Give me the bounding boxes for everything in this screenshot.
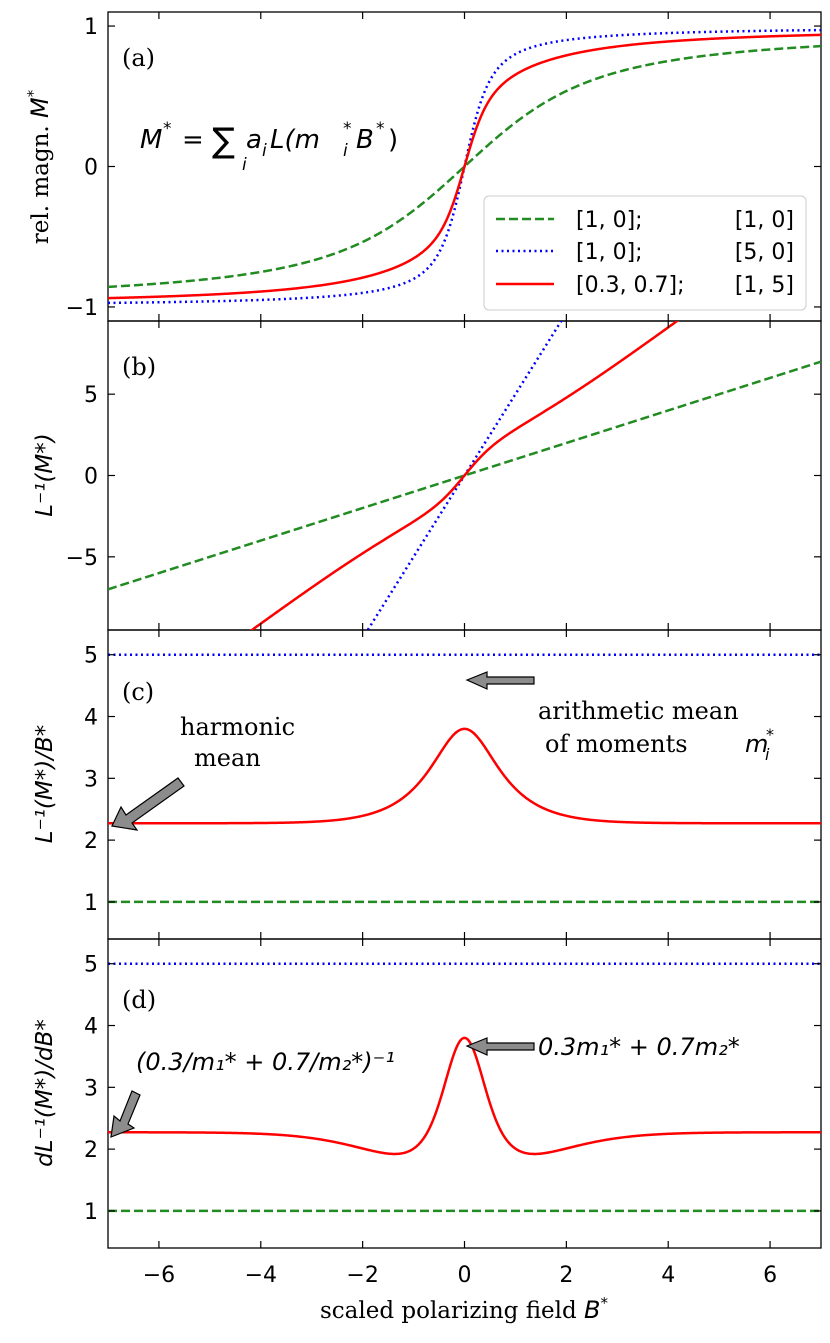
annotation-harmonic-arrow <box>111 777 185 831</box>
legend: [1, 0]; [1, 0] [1, 0]; [5, 0] [0.3, 0.7]… <box>483 195 807 311</box>
xlabel: scaled polarizing field B* <box>320 1294 609 1324</box>
panel-a-curve-green-dashed <box>108 44 821 289</box>
xtick-label-3: 0 <box>458 1263 472 1288</box>
formula-m-sub: i <box>343 141 348 161</box>
ytick-label-3-4: 5 <box>84 953 98 978</box>
annotation-harmonic-line2: mean <box>194 744 261 772</box>
annotation-d-right: 0.3m₁* + 0.7m₂* <box>538 1033 740 1061</box>
legend-a-blue: [1, 0]; <box>576 240 643 265</box>
formula-sum: ∑ <box>212 121 235 161</box>
annotation-harmonic-line1: harmonic <box>180 713 295 741</box>
panel-label-c: (c) <box>122 678 154 706</box>
ylabel-b: L⁻¹(M*) <box>32 433 58 516</box>
panel-d-curve-red-solid <box>108 1036 821 1156</box>
ytick-label-3-1: 2 <box>84 1138 98 1163</box>
annotation-arith-m: m <box>745 730 768 758</box>
panel-b-curve-red-solid <box>249 321 680 630</box>
legend-m-green: [1, 0] <box>735 208 794 233</box>
legend-m-blue: [5, 0] <box>735 240 794 265</box>
ytick-label-0-2: 1 <box>84 15 98 40</box>
formula-b: B <box>356 125 374 155</box>
panel-d-frame <box>107 938 822 1249</box>
ytick-label-2-0: 1 <box>84 891 98 916</box>
ylabel-a-sup: * <box>24 89 42 97</box>
formula-m-sup: * <box>343 119 352 139</box>
panel-label-a: (a) <box>122 44 155 72</box>
formula-a-sub: i <box>262 141 267 161</box>
legend-m-red: [1, 5] <box>735 273 794 298</box>
formula: M * = ∑ i a i L(m i * B * ) <box>140 119 398 175</box>
ylabel-a: rel. magn. M* <box>24 89 54 244</box>
ylabel-a-text: rel. magn. <box>28 118 54 244</box>
ylabel-a-m: M <box>26 97 54 118</box>
formula-sum-index: i <box>242 155 247 175</box>
formula-b-sup: * <box>376 119 385 139</box>
panel-c-curves <box>108 653 821 904</box>
ytick-label-2-1: 2 <box>84 829 98 854</box>
ytick-label-0-0: −1 <box>66 296 98 321</box>
xlabel-b: B <box>584 1296 600 1324</box>
panel-d-curves <box>108 962 821 1213</box>
panel-c-curve-red-solid <box>108 727 821 825</box>
ytick-label-3-2: 3 <box>84 1076 98 1101</box>
annotation-harmonic-formula: (0.3/m₁* + 0.7/m₂*)⁻¹ <box>110 1048 395 1138</box>
ytick-label-1-2: 5 <box>84 383 98 408</box>
ytick-label-3-3: 4 <box>84 1015 98 1040</box>
ylabel-c: L⁻¹(M*)/B* <box>32 725 58 844</box>
annotation-d-right-arrow <box>465 1037 535 1056</box>
legend-a-green: [1, 0]; <box>576 208 643 233</box>
panel-a-curve-red-solid <box>108 33 821 300</box>
annotation-harmonic-mean: harmonic mean <box>111 713 295 831</box>
annotation-arith-line2: of moments <box>545 730 688 758</box>
annotation-arith-line1: arithmetic mean <box>538 697 739 725</box>
annotation-d-left-arrow <box>110 1090 141 1138</box>
xlabel-text: scaled polarizing field <box>320 1298 584 1324</box>
formula-a: a <box>246 125 262 155</box>
xtick-label-2: −2 <box>346 1263 378 1288</box>
formula-eq: = <box>182 125 204 155</box>
annotation-d-left: (0.3/m₁* + 0.7/m₂*)⁻¹ <box>136 1048 395 1076</box>
panel-label-d: (d) <box>122 986 156 1014</box>
legend-a-red: [0.3, 0.7]; <box>576 273 685 298</box>
annotation-arithmetic-mean: arithmetic mean of moments m i * <box>465 671 774 764</box>
annotation-arith-m-sub: i <box>765 745 770 764</box>
legend-box <box>483 195 807 311</box>
ytick-label-3-0: 1 <box>84 1200 98 1225</box>
formula-func: L(m <box>270 125 320 155</box>
xtick-label-0: −6 <box>143 1263 175 1288</box>
ytick-label-2-2: 3 <box>84 767 98 792</box>
axis-ticks: −1 0 1 −5 0 5 1 2 3 4 5 1 2 3 4 5 −6 −4 −2 0 2 4 6 <box>66 12 821 1288</box>
ytick-label-2-4: 5 <box>84 644 98 669</box>
ytick-label-1-0: −5 <box>66 546 98 571</box>
panel-label-b: (b) <box>122 353 156 381</box>
panel-b-curve-green-dashed <box>108 360 821 591</box>
xlabel-sup: * <box>601 1294 609 1312</box>
panel-c-frame <box>107 629 822 940</box>
formula-close: ) <box>388 125 398 155</box>
annotation-arith-m-sup: * <box>766 725 774 744</box>
ytick-label-0-1: 0 <box>84 156 98 181</box>
ytick-label-2-3: 4 <box>84 706 98 731</box>
xtick-label-5: 4 <box>661 1263 675 1288</box>
ylabel-d: dL⁻¹(M*)/dB* <box>32 1019 58 1167</box>
panel-a-curves <box>108 28 821 305</box>
ytick-label-1-1: 0 <box>84 465 98 490</box>
formula-lhs: M <box>140 125 162 155</box>
annotation-arith-arrow <box>465 671 535 690</box>
panel-b-curves <box>108 321 821 630</box>
formula-lhs-sup: * <box>163 119 172 139</box>
xtick-label-4: 2 <box>559 1263 573 1288</box>
svg-text:rel. magn. M*: rel. magn. M* <box>24 89 54 244</box>
annotation-arithmetic-formula: 0.3m₁* + 0.7m₂* <box>465 1033 740 1061</box>
xtick-label-6: 6 <box>763 1263 777 1288</box>
xtick-label-1: −4 <box>245 1263 277 1288</box>
